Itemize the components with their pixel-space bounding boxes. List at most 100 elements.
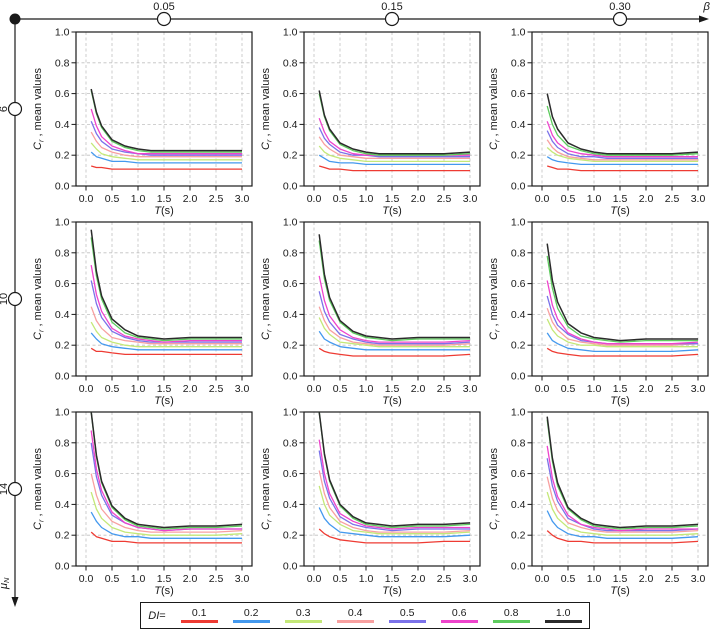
series-line-di-0.3 bbox=[90, 142, 242, 161]
svg-text:1.0: 1.0 bbox=[55, 218, 70, 229]
series-line-di-1.0 bbox=[90, 88, 242, 152]
svg-text:3.0: 3.0 bbox=[463, 573, 478, 585]
svg-text:0.0: 0.0 bbox=[511, 561, 526, 573]
svg-text:0.4: 0.4 bbox=[55, 119, 70, 131]
svg-text:0.2: 0.2 bbox=[511, 530, 526, 542]
chart-panel-mu6-beta0.30: 0.0 0.5 1.0 1.5 2.0 2.5 3.0 T(s) 0.0 0.2 0.4 0.6 0.8… bbox=[486, 28, 714, 218]
svg-text:0.4: 0.4 bbox=[283, 309, 298, 321]
x-axis: 0.0 0.5 1.0 1.5 2.0 2.5 3.0 T(s) bbox=[307, 186, 477, 217]
svg-text:0.2: 0.2 bbox=[511, 150, 526, 162]
y-axis: 0.0 0.2 0.4 0.6 0.8 1.0 Cr , mean values bbox=[488, 408, 532, 573]
svg-text:0.0: 0.0 bbox=[307, 573, 322, 585]
svg-text:0.8: 0.8 bbox=[55, 247, 70, 259]
x-axis-title: T(s) bbox=[610, 395, 630, 407]
series-line-di-0.4 bbox=[90, 306, 242, 345]
svg-text:1.0: 1.0 bbox=[283, 408, 298, 419]
x-axis: 0.0 0.5 1.0 1.5 2.0 2.5 3.0 T(s) bbox=[535, 186, 705, 217]
y-axis: 0.0 0.2 0.4 0.6 0.8 1.0 Cr , mean values bbox=[488, 28, 532, 193]
svg-text:1.5: 1.5 bbox=[157, 573, 172, 585]
svg-text:2.5: 2.5 bbox=[665, 193, 680, 205]
legend-entry-label: 1.0 bbox=[555, 607, 571, 620]
series-line-di-0.5 bbox=[546, 458, 699, 532]
y-axis-title: Cr , mean values bbox=[488, 258, 502, 340]
y-axis-title: Cr , mean values bbox=[260, 258, 274, 340]
svg-text:0.8: 0.8 bbox=[55, 437, 70, 449]
beta-value-label: 0.30 bbox=[609, 1, 630, 13]
x-axis-title: T(s) bbox=[154, 585, 174, 597]
chart-svg: 0.0 0.5 1.0 1.5 2.0 2.5 3.0 T(s) 0.0 0.2 0.4 0.6 0.8… bbox=[32, 218, 253, 407]
legend-entry-di-0.6: 0.6 bbox=[440, 608, 478, 623]
svg-text:0.4: 0.4 bbox=[511, 309, 526, 321]
y-axis-title: Cr , mean values bbox=[488, 68, 502, 150]
x-axis: 0.0 0.5 1.0 1.5 2.0 2.5 3.0 T(s) bbox=[79, 566, 249, 597]
legend-di-symbol: DI bbox=[148, 609, 160, 622]
series-line-di-0.1 bbox=[90, 347, 242, 356]
svg-text:1.0: 1.0 bbox=[131, 383, 146, 395]
legend-entry-di-0.8: 0.8 bbox=[492, 608, 530, 623]
svg-text:1.0: 1.0 bbox=[283, 218, 298, 229]
x-axis: 0.0 0.5 1.0 1.5 2.0 2.5 3.0 T(s) bbox=[307, 566, 478, 597]
series-lines bbox=[546, 416, 699, 544]
series-line-di-0.3 bbox=[318, 317, 470, 348]
svg-text:0.2: 0.2 bbox=[55, 150, 70, 162]
series-line-di-0.2 bbox=[318, 154, 470, 166]
svg-text:1.0: 1.0 bbox=[587, 193, 602, 205]
series-line-di-0.2 bbox=[546, 156, 698, 166]
svg-text:0.4: 0.4 bbox=[55, 309, 70, 321]
svg-text:1.0: 1.0 bbox=[131, 193, 146, 205]
series-line-di-0.1 bbox=[90, 531, 242, 544]
svg-text:0.0: 0.0 bbox=[307, 383, 322, 395]
series-line-di-0.1 bbox=[91, 165, 242, 170]
chart-panel-mu10-beta0.15: 0.0 0.5 1.0 1.5 2.0 2.5 3.0 T(s) 0.0 0.2 0.4 0.6 0.8… bbox=[258, 218, 486, 408]
svg-text:0.5: 0.5 bbox=[333, 383, 348, 395]
series-line-di-0.3 bbox=[318, 485, 471, 535]
svg-text:0.5: 0.5 bbox=[105, 573, 120, 585]
series-line-di-0.6 bbox=[546, 280, 699, 345]
y-axis: 0.0 0.2 0.4 0.6 0.8 1.0 Cr , mean values bbox=[488, 218, 532, 383]
chart-panel-mu14-beta0.15: 0.0 0.5 1.0 1.5 2.0 2.5 3.0 T(s) 0.0 0.2 0.4 0.6 0.8… bbox=[258, 408, 486, 598]
chart-panel-mu6-beta0.05: 0.0 0.5 1.0 1.5 2.0 2.5 3.0 T(s) 0.0 0.2 0.4 0.6 0.8… bbox=[30, 28, 258, 218]
x-axis: 0.0 0.5 1.0 1.5 2.0 2.5 3.0 T(s) bbox=[535, 376, 705, 407]
y-axis: 0.0 0.2 0.4 0.6 0.8 1.0 Cr , mean values bbox=[32, 408, 76, 573]
beta-axis-arrow bbox=[699, 15, 709, 23]
series-line-di-0.8 bbox=[546, 105, 699, 156]
svg-text:2.0: 2.0 bbox=[183, 383, 198, 395]
series-line-di-0.3 bbox=[546, 147, 698, 163]
svg-text:0.0: 0.0 bbox=[79, 193, 94, 205]
svg-text:0.6: 0.6 bbox=[283, 278, 298, 290]
svg-text:0.0: 0.0 bbox=[535, 383, 550, 395]
series-lines bbox=[318, 234, 471, 357]
series-line-di-0.4 bbox=[90, 473, 243, 533]
svg-text:1.0: 1.0 bbox=[511, 408, 526, 419]
legend-entry-di-0.2: 0.2 bbox=[232, 608, 270, 623]
svg-text:1.5: 1.5 bbox=[613, 573, 628, 585]
svg-text:0.4: 0.4 bbox=[55, 499, 70, 511]
series-line-di-0.5 bbox=[546, 130, 698, 159]
series-line-di-0.2 bbox=[90, 511, 242, 539]
svg-text:0.2: 0.2 bbox=[283, 340, 298, 352]
series-line-di-0.6 bbox=[318, 439, 470, 530]
chart-svg: 0.0 0.5 1.0 1.5 2.0 2.5 3.0 T(s) 0.0 0.2 0.4 0.6 0.8… bbox=[260, 28, 481, 217]
svg-text:0.2: 0.2 bbox=[511, 340, 526, 352]
legend-entry-label: 0.5 bbox=[399, 607, 415, 620]
svg-text:1.0: 1.0 bbox=[359, 573, 374, 585]
chart-svg: 0.0 0.5 1.0 1.5 2.0 2.5 3.0 T(s) 0.0 0.2 0.4 0.6 0.8… bbox=[32, 408, 253, 597]
svg-text:2.5: 2.5 bbox=[437, 383, 452, 395]
chart-svg: 0.0 0.5 1.0 1.5 2.0 2.5 3.0 T(s) 0.0 0.2 0.4 0.6 0.8… bbox=[488, 28, 709, 217]
mu-marker-14 bbox=[7, 481, 23, 497]
series-line-di-0.6 bbox=[318, 275, 471, 343]
series-line-di-0.8 bbox=[546, 255, 698, 343]
series-line-di-0.4 bbox=[318, 306, 471, 346]
svg-text:2.5: 2.5 bbox=[437, 573, 452, 585]
series-line-di-0.2 bbox=[90, 332, 242, 351]
svg-text:0.0: 0.0 bbox=[55, 561, 70, 573]
chart-panel-mu10-beta0.05: 0.0 0.5 1.0 1.5 2.0 2.5 3.0 T(s) 0.0 0.2 0.4 0.6 0.8… bbox=[30, 218, 258, 408]
series-line-di-0.8 bbox=[90, 90, 242, 153]
svg-text:0.4: 0.4 bbox=[283, 499, 298, 511]
series-line-di-0.4 bbox=[546, 139, 698, 161]
svg-text:0.5: 0.5 bbox=[105, 193, 120, 205]
svg-text:0.0: 0.0 bbox=[79, 383, 94, 395]
svg-text:1.5: 1.5 bbox=[613, 383, 628, 395]
x-axis: 0.0 0.5 1.0 1.5 2.0 2.5 3.0 T(s) bbox=[79, 186, 249, 217]
